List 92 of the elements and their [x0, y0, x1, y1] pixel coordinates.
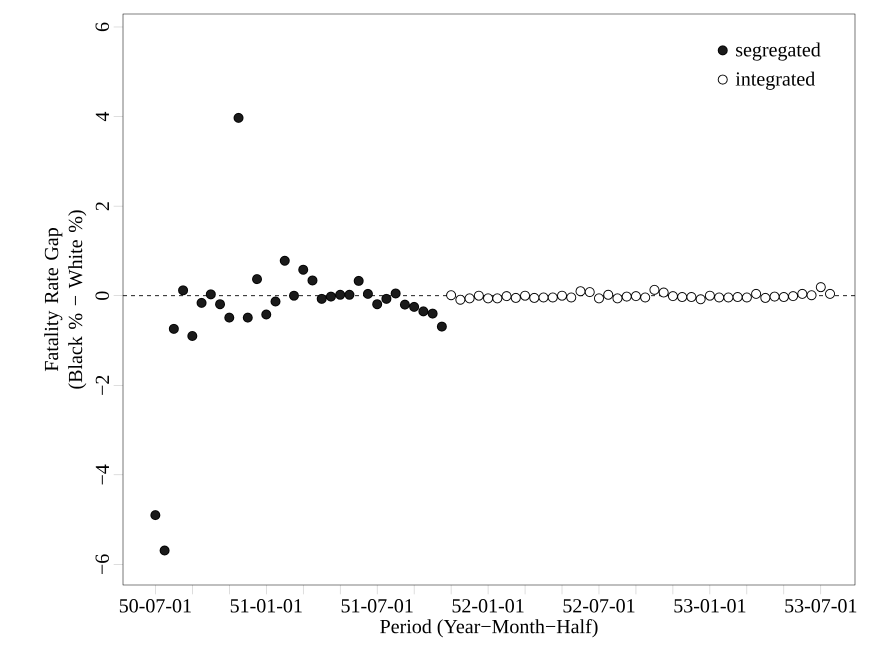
- point: [178, 285, 188, 296]
- legend-label: integrated: [736, 72, 815, 90]
- point: [474, 290, 484, 301]
- point: [622, 292, 632, 302]
- x-tick-label: 50-07-01: [120, 599, 191, 613]
- point: [252, 274, 262, 284]
- point: [797, 288, 808, 299]
- point: [538, 292, 549, 302]
- x-tick-label: 53-07-01: [785, 599, 856, 613]
- point: [529, 292, 540, 303]
- point: [344, 290, 354, 300]
- point: [548, 292, 558, 302]
- point: [455, 294, 466, 305]
- y-tick-label: 2: [96, 202, 109, 210]
- point: [696, 294, 706, 304]
- point: [187, 330, 198, 341]
- point: [307, 275, 318, 286]
- point: [751, 288, 762, 299]
- point: [372, 299, 382, 310]
- point: [196, 298, 207, 308]
- point: [326, 292, 336, 302]
- point: [234, 112, 244, 123]
- point: [732, 292, 743, 302]
- point: [723, 292, 734, 302]
- point: [584, 287, 595, 298]
- point: [206, 289, 216, 300]
- point: [557, 290, 568, 301]
- point: [288, 290, 299, 301]
- point: [150, 510, 160, 520]
- point: [168, 324, 179, 334]
- point: [483, 293, 494, 304]
- point: [464, 293, 475, 304]
- point: [381, 294, 392, 304]
- point: [492, 293, 502, 304]
- point: [261, 309, 272, 320]
- x-tick-label: 53-01-01: [674, 599, 746, 613]
- point: [575, 286, 586, 296]
- point: [354, 276, 364, 286]
- point: [316, 294, 327, 304]
- point: [428, 308, 438, 319]
- x-tick-label: 51-01-01: [230, 599, 302, 613]
- point: [224, 312, 234, 323]
- x-tick-label: 52-01-01: [452, 599, 524, 613]
- point: [825, 288, 836, 299]
- point: [390, 288, 401, 298]
- point: [816, 282, 826, 292]
- y-tick-label: 4: [96, 112, 109, 122]
- point: [612, 293, 622, 304]
- y-tick-label: 0: [95, 291, 109, 300]
- point: [649, 284, 660, 295]
- point: [446, 290, 456, 300]
- point: [502, 291, 512, 302]
- point: [400, 300, 410, 310]
- point: [566, 292, 576, 302]
- point: [242, 312, 253, 323]
- point: [630, 291, 641, 302]
- y-axis-title: Fatality Rate Gap (Black % − White %): [44, 210, 86, 389]
- point: [362, 288, 373, 299]
- point: [160, 546, 170, 556]
- x-tick-label: 52-07-01: [563, 599, 634, 613]
- point: [436, 322, 447, 332]
- point: [668, 291, 678, 302]
- y-tick-label: −4: [96, 464, 109, 484]
- point: [742, 292, 752, 302]
- point: [280, 256, 290, 266]
- point: [640, 292, 650, 302]
- x-tick-label: 51-07-01: [342, 599, 413, 613]
- point: [594, 293, 604, 304]
- point: [335, 290, 346, 300]
- y-tick-label: −6: [96, 554, 109, 574]
- point: [409, 302, 420, 312]
- y-tick-label: −2: [96, 376, 109, 395]
- point: [298, 264, 308, 275]
- point: [677, 292, 688, 302]
- point: [788, 291, 798, 302]
- point: [215, 299, 226, 310]
- point: [686, 292, 696, 302]
- point: [714, 292, 724, 302]
- point: [704, 290, 715, 301]
- y-tick-label: 6: [96, 22, 109, 32]
- point: [778, 292, 789, 302]
- point: [603, 290, 614, 300]
- point: [760, 292, 770, 303]
- point: [418, 306, 428, 316]
- point: [270, 296, 281, 307]
- point: [658, 288, 669, 298]
- legend-label: segregated: [736, 42, 821, 61]
- point: [770, 292, 780, 302]
- x-axis-title: Period (Year−Month−Half): [380, 619, 598, 638]
- point: [510, 292, 521, 303]
- point: [520, 290, 530, 301]
- point: [806, 290, 817, 300]
